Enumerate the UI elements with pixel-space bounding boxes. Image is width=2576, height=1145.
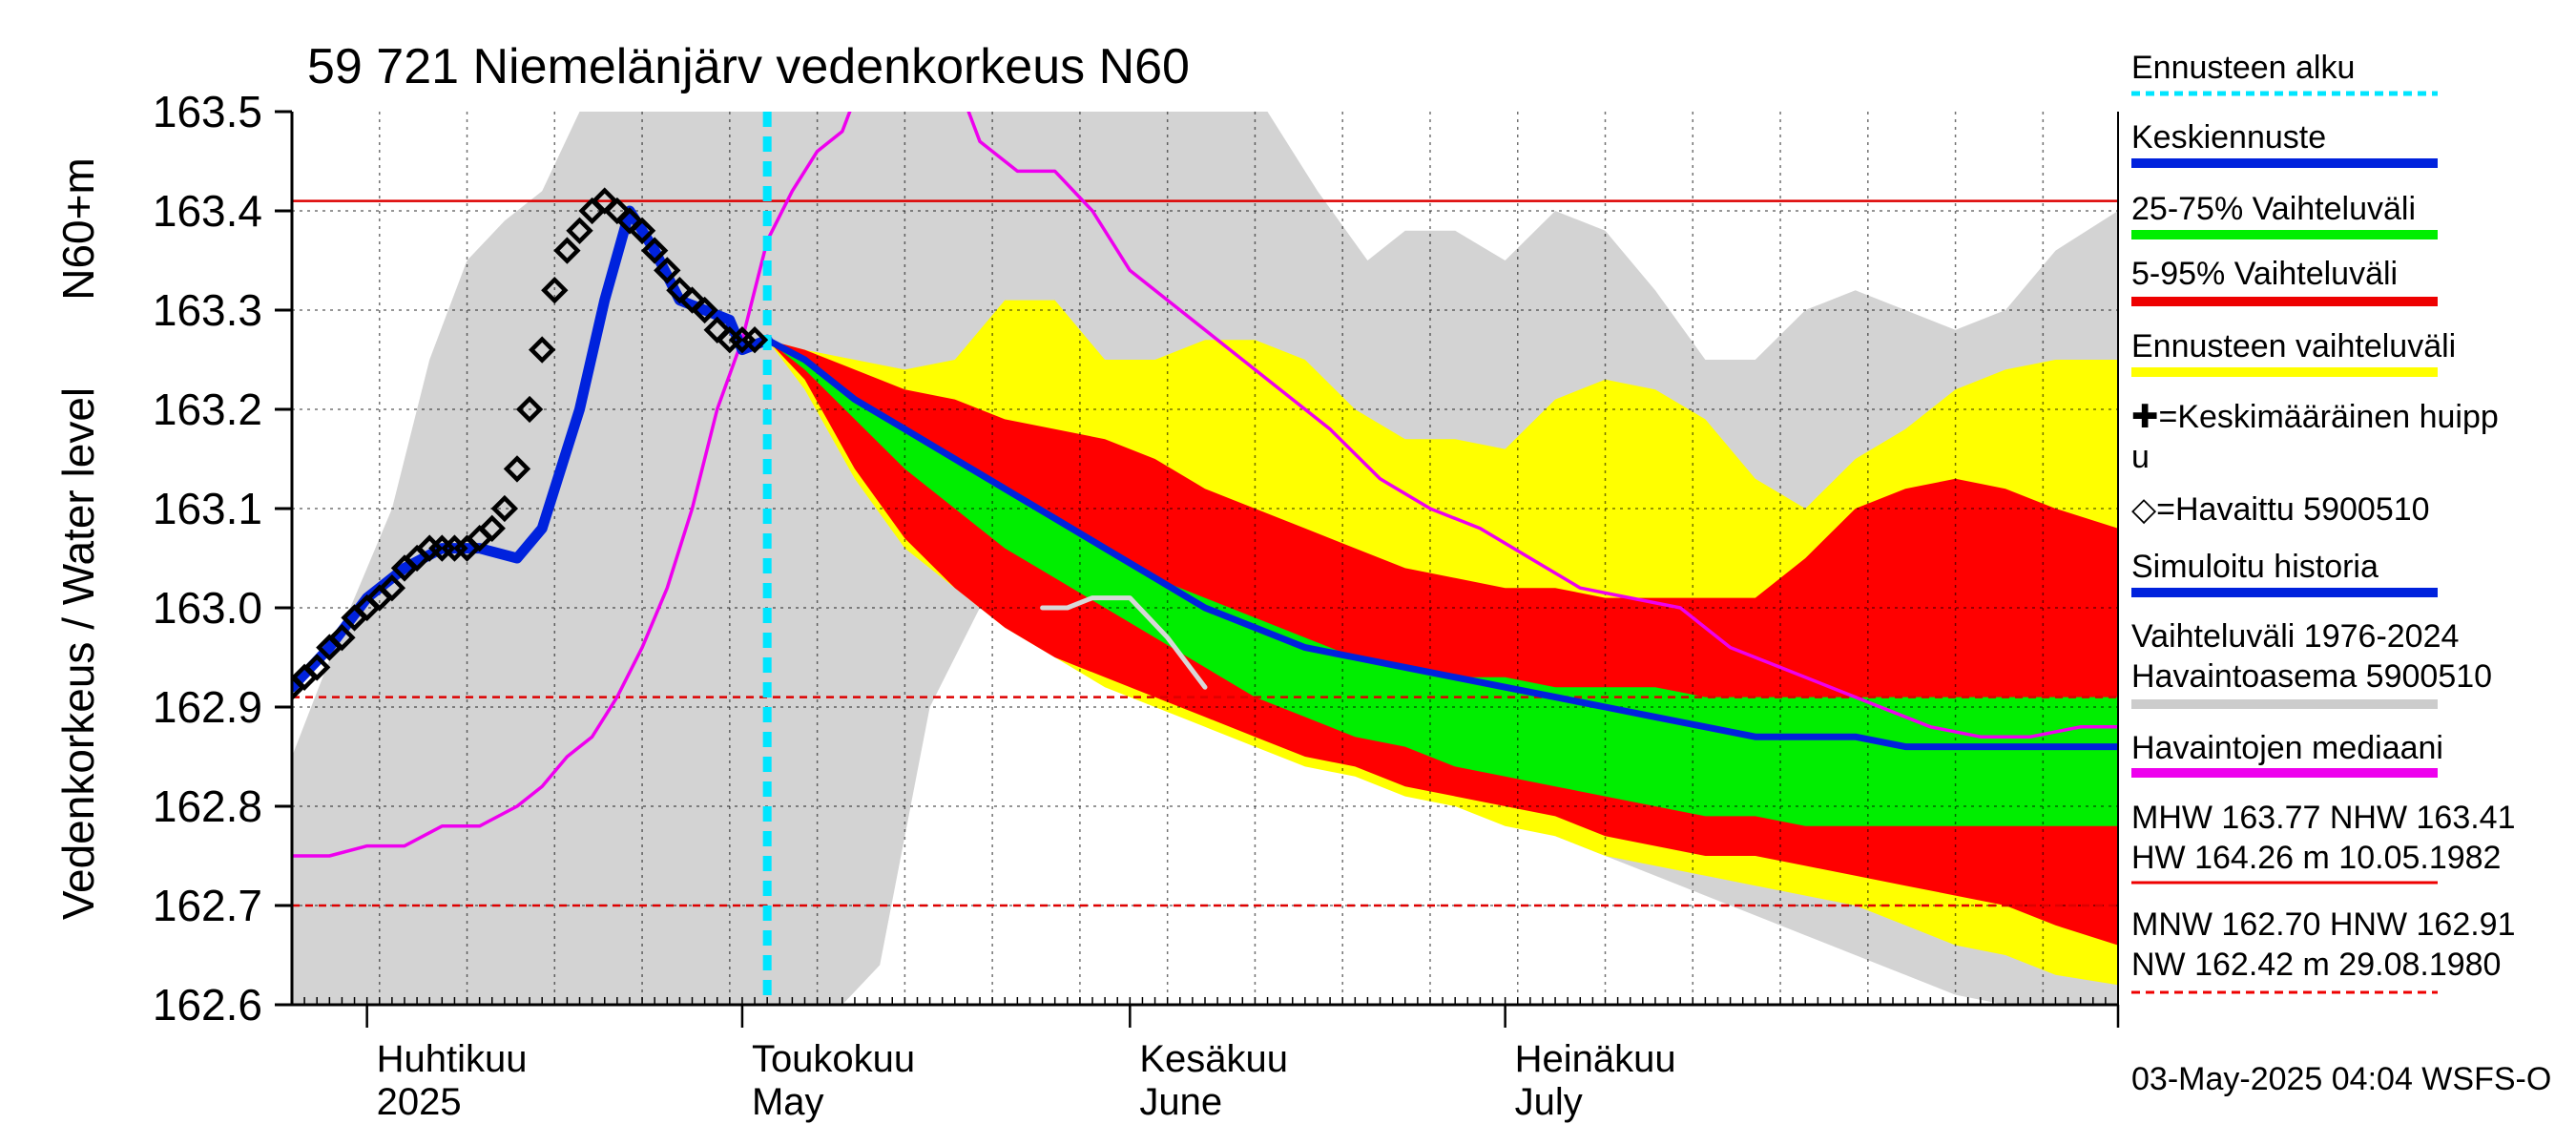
- p25-75-band-layer: [767, 340, 2118, 826]
- observed-point: [303, 654, 331, 681]
- legend-label-line2: u: [2131, 439, 2150, 475]
- y-tick-label: 162.7: [153, 881, 262, 930]
- legend-label: Ennusteen alku: [2131, 50, 2355, 86]
- legend: Ennusteen alku Keskiennuste 25-75% Vaihtel…: [2131, 50, 2516, 994]
- legend-label: Keskiennuste: [2131, 119, 2326, 156]
- y-tick-label: 163.4: [153, 186, 262, 236]
- observed-point: [328, 624, 356, 652]
- y-tick-label: 163.5: [153, 87, 262, 136]
- legend-label: Havaintojen mediaani: [2131, 730, 2443, 766]
- observed-point: [566, 217, 593, 244]
- y-tick-labels: 163.5 163.4 163.3 163.2 163.1 163.0 162.9 162.8…: [153, 87, 262, 1030]
- legend-label: Vaihteluväli 1976-2024: [2131, 618, 2459, 655]
- observed-point: [654, 257, 681, 284]
- y-axis-label: Vedenkorkeus / Water level: [53, 387, 103, 920]
- y-axis-unit: N60+m: [53, 157, 103, 301]
- x-month-label-secondary: June: [1139, 1081, 1222, 1123]
- history-gray-line: [1040, 595, 1208, 690]
- observed-point: [553, 237, 581, 264]
- x-month-label-secondary: 2025: [377, 1081, 462, 1123]
- x-month-label: Huhtikuu: [377, 1038, 528, 1080]
- x-month-label: Toukokuu: [752, 1038, 915, 1080]
- legend-label: Simuloitu historia: [2131, 549, 2379, 585]
- y-tick-label: 163.2: [153, 385, 262, 434]
- legend-label: ✚=Keskimääräinen huipp: [2131, 399, 2499, 435]
- legend-label: Ennusteen vaihteluväli: [2131, 328, 2456, 364]
- y-tick-label: 163.0: [153, 583, 262, 633]
- y-tick-label: 163.1: [153, 484, 262, 533]
- legend-label-line2: Havaintoasema 5900510: [2131, 658, 2492, 695]
- observed-point: [529, 336, 556, 364]
- observed-point: [541, 277, 569, 304]
- legend-label-line2: HW 164.26 m 10.05.1982: [2131, 840, 2501, 876]
- x-month-label: Heinäkuu: [1515, 1038, 1676, 1080]
- x-month-label-secondary: July: [1515, 1081, 1583, 1123]
- observed-point: [503, 455, 531, 483]
- observed-point: [515, 395, 544, 424]
- mean-forecast-line: [763, 336, 2118, 751]
- legend-label: MHW 163.77 NHW 163.41: [2131, 800, 2516, 836]
- grid-layer: [292, 112, 2118, 1005]
- legend-label: ◇=Havaittu 5900510: [2131, 491, 2430, 528]
- legend-label-line2: NW 162.42 m 29.08.1980: [2131, 947, 2501, 983]
- legend-label: 5-95% Vaihteluväli: [2131, 256, 2398, 292]
- plot-area: [292, 112, 2118, 1005]
- legend-label: MNW 162.70 HNW 162.91: [2131, 906, 2516, 943]
- y-tick-label: 162.6: [153, 980, 262, 1030]
- observed-point: [691, 296, 718, 324]
- median-line: [292, 112, 2118, 858]
- y-tick-label: 162.8: [153, 781, 262, 831]
- observed-point: [740, 326, 769, 354]
- p25-75-band: [767, 340, 2118, 826]
- y-tick-label: 163.3: [153, 285, 262, 335]
- x-month-label: Kesäkuu: [1139, 1038, 1288, 1080]
- observed-point: [490, 494, 519, 523]
- legend-label: 25-75% Vaihteluväli: [2131, 191, 2416, 227]
- footer-timestamp: 03-May-2025 04:04 WSFS-O: [2131, 1061, 2551, 1097]
- observed-point: [628, 217, 656, 244]
- observed-point: [478, 514, 506, 542]
- x-month-label-secondary: May: [752, 1081, 824, 1123]
- observed-point: [378, 574, 406, 602]
- chart-title: 59 721 Niemelänjärv vedenkorkeus N60: [307, 39, 1190, 94]
- observed-markers-layer: [292, 187, 769, 701]
- y-tick-label: 162.9: [153, 682, 262, 732]
- observed-point: [640, 237, 669, 264]
- axes-layer: [275, 110, 2120, 1028]
